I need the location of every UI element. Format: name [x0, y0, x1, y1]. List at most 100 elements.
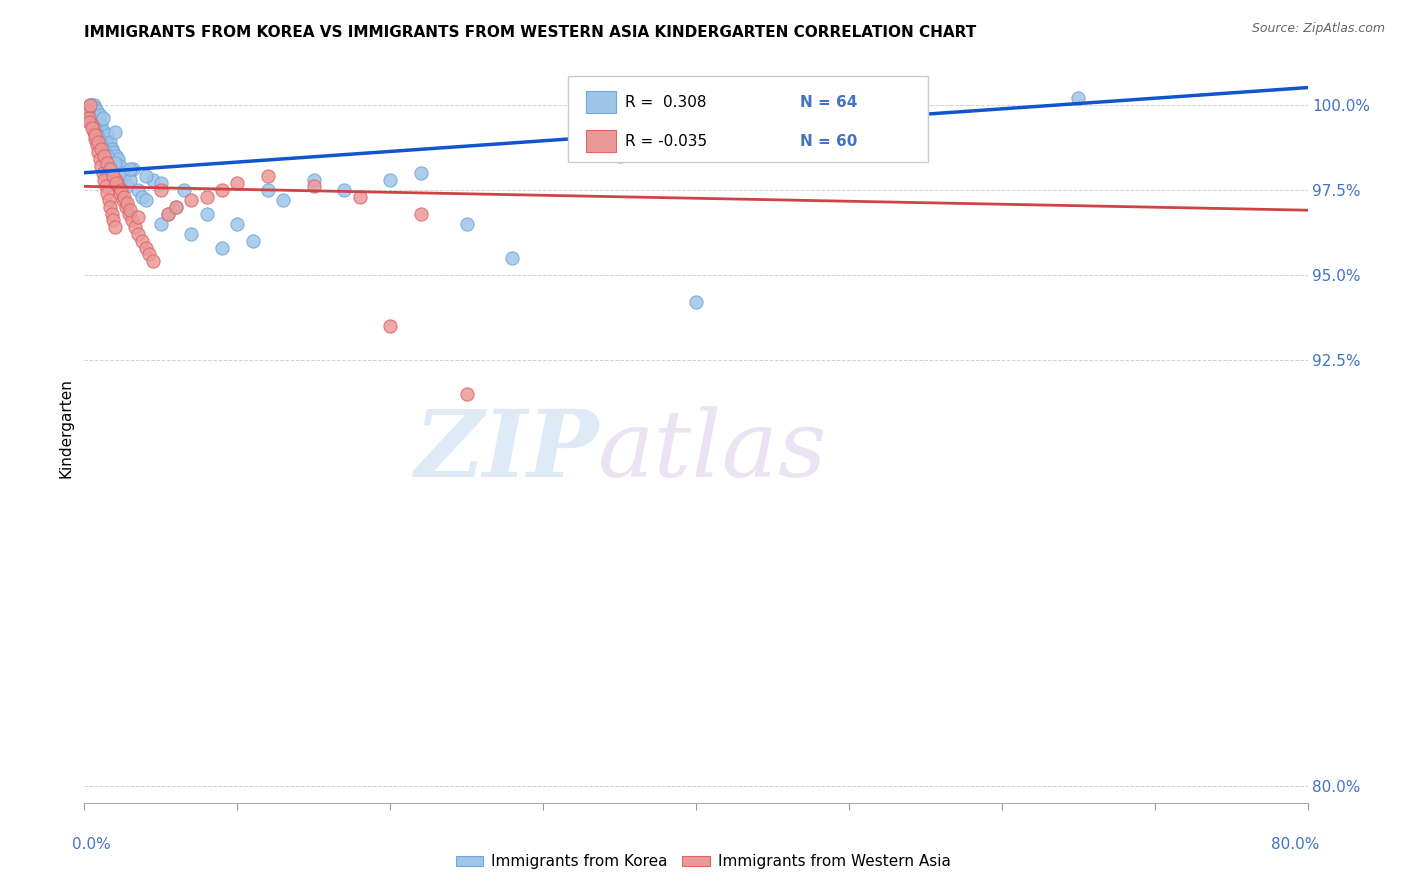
- Point: [101, 142, 124, 156]
- Point: [118, 206, 141, 220]
- Point: [90, 142, 112, 156]
- Point: [114, 200, 136, 214]
- Point: [1067, 91, 1090, 105]
- Point: [105, 172, 128, 186]
- Text: Source: ZipAtlas.com: Source: ZipAtlas.com: [1251, 22, 1385, 36]
- Point: [79, 114, 101, 128]
- Point: [120, 203, 142, 218]
- Point: [142, 254, 165, 268]
- Point: [115, 179, 138, 194]
- Point: [135, 241, 157, 255]
- Point: [80, 97, 103, 112]
- Text: IMMIGRANTS FROM KOREA VS IMMIGRANTS FROM WESTERN ASIA KINDERGARTEN CORRELATION C: IMMIGRANTS FROM KOREA VS IMMIGRANTS FROM…: [84, 25, 977, 40]
- Point: [409, 206, 432, 220]
- Point: [84, 131, 107, 145]
- Point: [93, 125, 115, 139]
- Point: [98, 200, 121, 214]
- FancyBboxPatch shape: [586, 91, 616, 113]
- Y-axis label: Kindergarten: Kindergarten: [58, 378, 73, 478]
- Text: 0.0%: 0.0%: [72, 837, 111, 852]
- Point: [93, 172, 115, 186]
- Point: [90, 159, 112, 173]
- Legend: Immigrants from Korea, Immigrants from Western Asia: Immigrants from Korea, Immigrants from W…: [450, 848, 956, 875]
- Point: [91, 166, 114, 180]
- Point: [226, 176, 249, 190]
- Point: [96, 149, 118, 163]
- Point: [76, 108, 98, 122]
- Point: [122, 162, 145, 177]
- Point: [333, 183, 356, 197]
- Text: N = 64: N = 64: [800, 95, 858, 110]
- Point: [115, 196, 138, 211]
- Point: [84, 101, 107, 115]
- Point: [98, 135, 121, 149]
- Point: [83, 125, 105, 139]
- Point: [105, 176, 128, 190]
- Point: [112, 169, 135, 183]
- Point: [302, 179, 325, 194]
- Point: [157, 206, 180, 220]
- Point: [135, 169, 157, 183]
- Text: R = -0.035: R = -0.035: [626, 134, 707, 149]
- Point: [89, 152, 111, 166]
- Point: [104, 125, 127, 139]
- Point: [77, 101, 100, 115]
- Text: ZIP: ZIP: [413, 406, 598, 496]
- Point: [107, 152, 129, 166]
- Point: [127, 183, 149, 197]
- Point: [135, 193, 157, 207]
- Point: [149, 176, 172, 190]
- Point: [142, 172, 165, 186]
- Point: [112, 189, 135, 203]
- Point: [77, 114, 100, 128]
- Point: [94, 179, 117, 194]
- Point: [127, 210, 149, 224]
- Point: [79, 97, 101, 112]
- Point: [180, 193, 202, 207]
- Point: [157, 206, 180, 220]
- Point: [91, 112, 114, 126]
- Point: [502, 251, 524, 265]
- Point: [101, 206, 124, 220]
- Point: [87, 145, 110, 160]
- Point: [120, 162, 142, 177]
- Point: [180, 227, 202, 241]
- Point: [103, 213, 125, 227]
- Point: [609, 149, 631, 163]
- Point: [86, 104, 108, 119]
- Point: [456, 217, 478, 231]
- Point: [257, 183, 280, 197]
- Point: [173, 183, 195, 197]
- Point: [380, 318, 402, 333]
- Point: [91, 142, 114, 156]
- Point: [131, 189, 153, 203]
- FancyBboxPatch shape: [568, 76, 928, 162]
- FancyBboxPatch shape: [586, 130, 616, 153]
- Point: [211, 183, 233, 197]
- Point: [127, 227, 149, 241]
- Point: [94, 131, 117, 145]
- Point: [97, 138, 120, 153]
- Point: [257, 169, 280, 183]
- Point: [131, 234, 153, 248]
- Point: [93, 149, 115, 163]
- Point: [121, 213, 143, 227]
- Point: [226, 217, 249, 231]
- Point: [271, 193, 294, 207]
- Point: [302, 172, 325, 186]
- Point: [103, 145, 125, 160]
- Point: [456, 387, 478, 401]
- Point: [104, 220, 127, 235]
- Point: [86, 138, 108, 153]
- Point: [96, 186, 118, 201]
- Point: [211, 241, 233, 255]
- Point: [409, 166, 432, 180]
- Point: [103, 169, 125, 183]
- Point: [80, 104, 103, 119]
- Point: [90, 118, 112, 132]
- Point: [107, 179, 129, 194]
- Point: [87, 135, 110, 149]
- Point: [98, 162, 121, 177]
- Point: [105, 149, 128, 163]
- Point: [138, 247, 160, 261]
